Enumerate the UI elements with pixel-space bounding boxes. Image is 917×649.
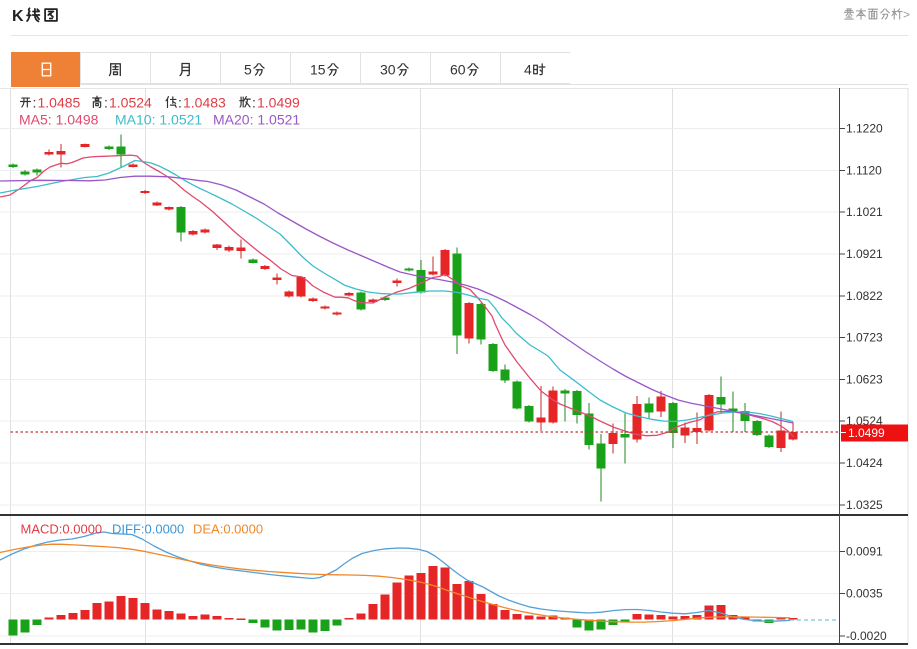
svg-text:0.0091: 0.0091 bbox=[846, 545, 883, 559]
svg-text:1.0483: 1.0483 bbox=[183, 95, 226, 111]
svg-text:1.0325: 1.0325 bbox=[846, 498, 883, 512]
svg-text:1.0485: 1.0485 bbox=[38, 95, 81, 111]
svg-text:-0.0020: -0.0020 bbox=[846, 629, 887, 643]
svg-text:1.0524: 1.0524 bbox=[109, 95, 152, 111]
svg-text:DEA:0.0000: DEA:0.0000 bbox=[193, 522, 263, 537]
svg-text:1.0921: 1.0921 bbox=[846, 247, 883, 261]
svg-text:1.0499: 1.0499 bbox=[257, 95, 300, 111]
svg-text:0.0035: 0.0035 bbox=[846, 586, 883, 600]
svg-text:K: K bbox=[12, 8, 24, 25]
svg-text:1.0723: 1.0723 bbox=[846, 331, 883, 345]
svg-text:5: 5 bbox=[244, 62, 252, 77]
svg-text:MA5: 1.0498: MA5: 1.0498 bbox=[19, 112, 99, 128]
svg-text::: : bbox=[104, 95, 108, 111]
svg-text:1.0822: 1.0822 bbox=[846, 289, 883, 303]
svg-text:>: > bbox=[903, 8, 910, 22]
svg-text::: : bbox=[33, 95, 37, 111]
svg-text:MA20: 1.0521: MA20: 1.0521 bbox=[213, 112, 300, 128]
svg-text:1.1220: 1.1220 bbox=[846, 122, 883, 136]
svg-text:1.1120: 1.1120 bbox=[846, 163, 882, 177]
svg-text::: : bbox=[252, 95, 256, 111]
svg-text:15: 15 bbox=[310, 62, 326, 77]
svg-text::: : bbox=[178, 95, 182, 111]
svg-text:MACD:0.0000: MACD:0.0000 bbox=[21, 522, 103, 537]
svg-text:1.0623: 1.0623 bbox=[846, 372, 883, 386]
svg-text:1.0424: 1.0424 bbox=[846, 456, 883, 470]
svg-text:60: 60 bbox=[450, 62, 466, 77]
svg-text:1.0499: 1.0499 bbox=[848, 426, 885, 440]
svg-text:30: 30 bbox=[380, 62, 396, 77]
svg-text:DIFF:0.0000: DIFF:0.0000 bbox=[112, 522, 184, 537]
svg-text:1.1021: 1.1021 bbox=[846, 205, 883, 219]
svg-text:MA10: 1.0521: MA10: 1.0521 bbox=[115, 112, 202, 128]
svg-text:4: 4 bbox=[524, 62, 532, 77]
